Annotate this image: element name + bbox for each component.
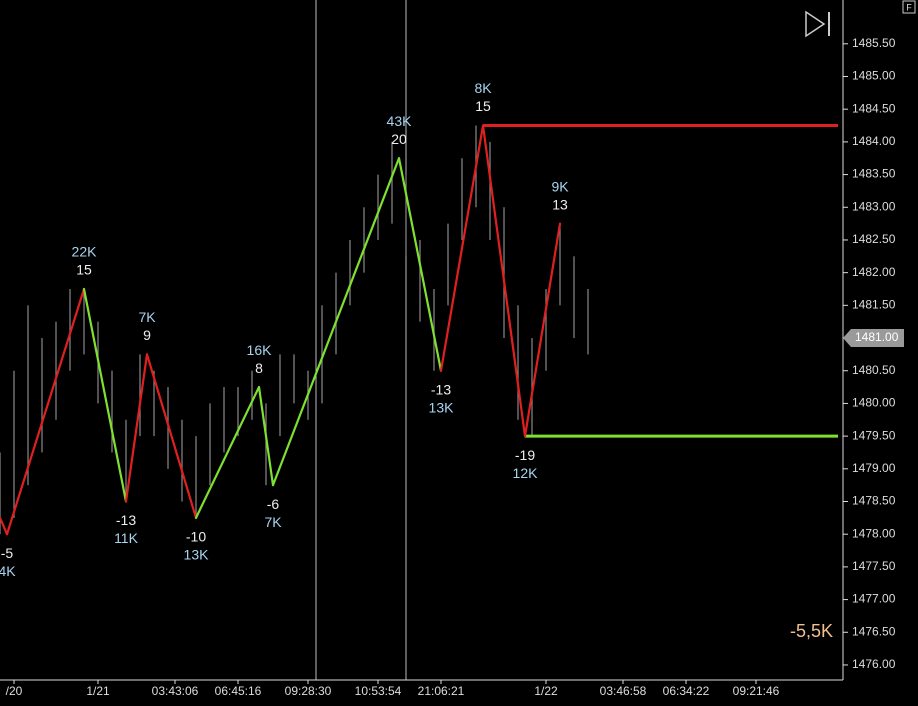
x-tick-label: 21:06:21	[418, 684, 465, 698]
pivot-volume: 9K	[551, 178, 569, 194]
y-tick-label: 1482.50	[852, 232, 896, 246]
pivot-volume: 8K	[474, 80, 492, 96]
pivot-delta: -19	[515, 447, 535, 463]
y-tick-label: 1480.50	[852, 363, 896, 377]
y-tick-label: 1476.00	[852, 657, 896, 671]
pivot-delta: 15	[76, 262, 92, 278]
badge-box	[902, 0, 916, 14]
y-tick-label: 1477.50	[852, 559, 896, 573]
x-tick-label: 09:28:30	[285, 684, 332, 698]
x-tick-label: 1/22	[534, 684, 558, 698]
zigzag-segment	[194, 385, 261, 519]
y-tick-label: 1483.00	[852, 199, 896, 213]
pivot-delta: 13	[552, 196, 568, 212]
pivot-volume: 13K	[429, 399, 455, 415]
pivot-volume: 4K	[0, 563, 16, 579]
pivot-volume: 7K	[264, 514, 282, 530]
y-tick-label: 1484.00	[852, 134, 896, 148]
y-tick-label: 1480.00	[852, 396, 896, 410]
y-tick-label: 1478.00	[852, 526, 896, 540]
pivot-delta: -13	[116, 512, 136, 528]
zigzag-segment	[124, 353, 149, 503]
cumulative-delta: -5,5K	[790, 621, 833, 641]
zigzag-segment	[257, 385, 275, 487]
pivot-delta: 8	[255, 360, 263, 376]
y-tick-label: 1485.50	[852, 36, 896, 50]
y-tick-label: 1479.50	[852, 428, 896, 442]
y-tick-label: 1479.00	[852, 461, 896, 475]
scroll-end-button[interactable]	[805, 10, 830, 38]
pivot-delta: -13	[431, 381, 451, 397]
zigzag-segment	[5, 287, 86, 536]
pivot-volume: 43K	[387, 113, 413, 129]
pivot-volume: 16K	[247, 342, 273, 358]
y-tick-label: 1483.50	[852, 167, 896, 181]
pivot-volume: 22K	[72, 244, 98, 260]
zigzag-segment	[439, 124, 485, 372]
y-tick-label: 1481.50	[852, 298, 896, 312]
y-tick-label: 1485.00	[852, 69, 896, 83]
y-tick-label: 1477.00	[852, 592, 896, 606]
zigzag-segment	[481, 124, 527, 438]
pivot-volume: 11K	[114, 530, 139, 546]
last-price-label: 1481.00	[855, 330, 899, 344]
pivot-volume: 7K	[138, 309, 156, 325]
x-tick-label: 09:21:46	[733, 684, 780, 698]
pivot-delta: 20	[391, 131, 407, 147]
x-tick-label: 03:43:06	[152, 684, 199, 698]
y-tick-label: 1484.50	[852, 101, 896, 115]
x-tick-label: 06:45:16	[215, 684, 262, 698]
x-tick-label: 03:46:58	[600, 684, 647, 698]
pivot-delta: -5	[1, 545, 14, 561]
zigzag-segment	[82, 287, 128, 503]
zigzag-segment	[271, 157, 401, 487]
y-tick-label: 1478.50	[852, 494, 896, 508]
badge: F	[906, 2, 912, 12]
zigzag-segment	[0, 516, 9, 536]
y-tick-label: 1476.50	[852, 624, 896, 638]
pivot-delta: 15	[475, 98, 491, 114]
x-tick-label: 1/21	[86, 684, 110, 698]
zigzag-segment	[523, 222, 562, 438]
x-tick-label: 10:53:54	[355, 684, 402, 698]
last-price-tag	[843, 329, 904, 348]
zigzag-segment	[397, 157, 443, 372]
pivot-delta: 9	[143, 327, 151, 343]
y-tick-label: 1482.00	[852, 265, 896, 279]
zigzag-segment	[145, 353, 198, 519]
pivot-volume: 12K	[513, 465, 539, 481]
pivot-volume: 13K	[184, 547, 210, 563]
x-tick-label: 06:34:22	[663, 684, 710, 698]
pivot-delta: -6	[267, 496, 280, 512]
play-icon	[805, 10, 826, 38]
x-tick-label: /20	[6, 684, 23, 698]
pivot-delta: -10	[186, 529, 206, 545]
